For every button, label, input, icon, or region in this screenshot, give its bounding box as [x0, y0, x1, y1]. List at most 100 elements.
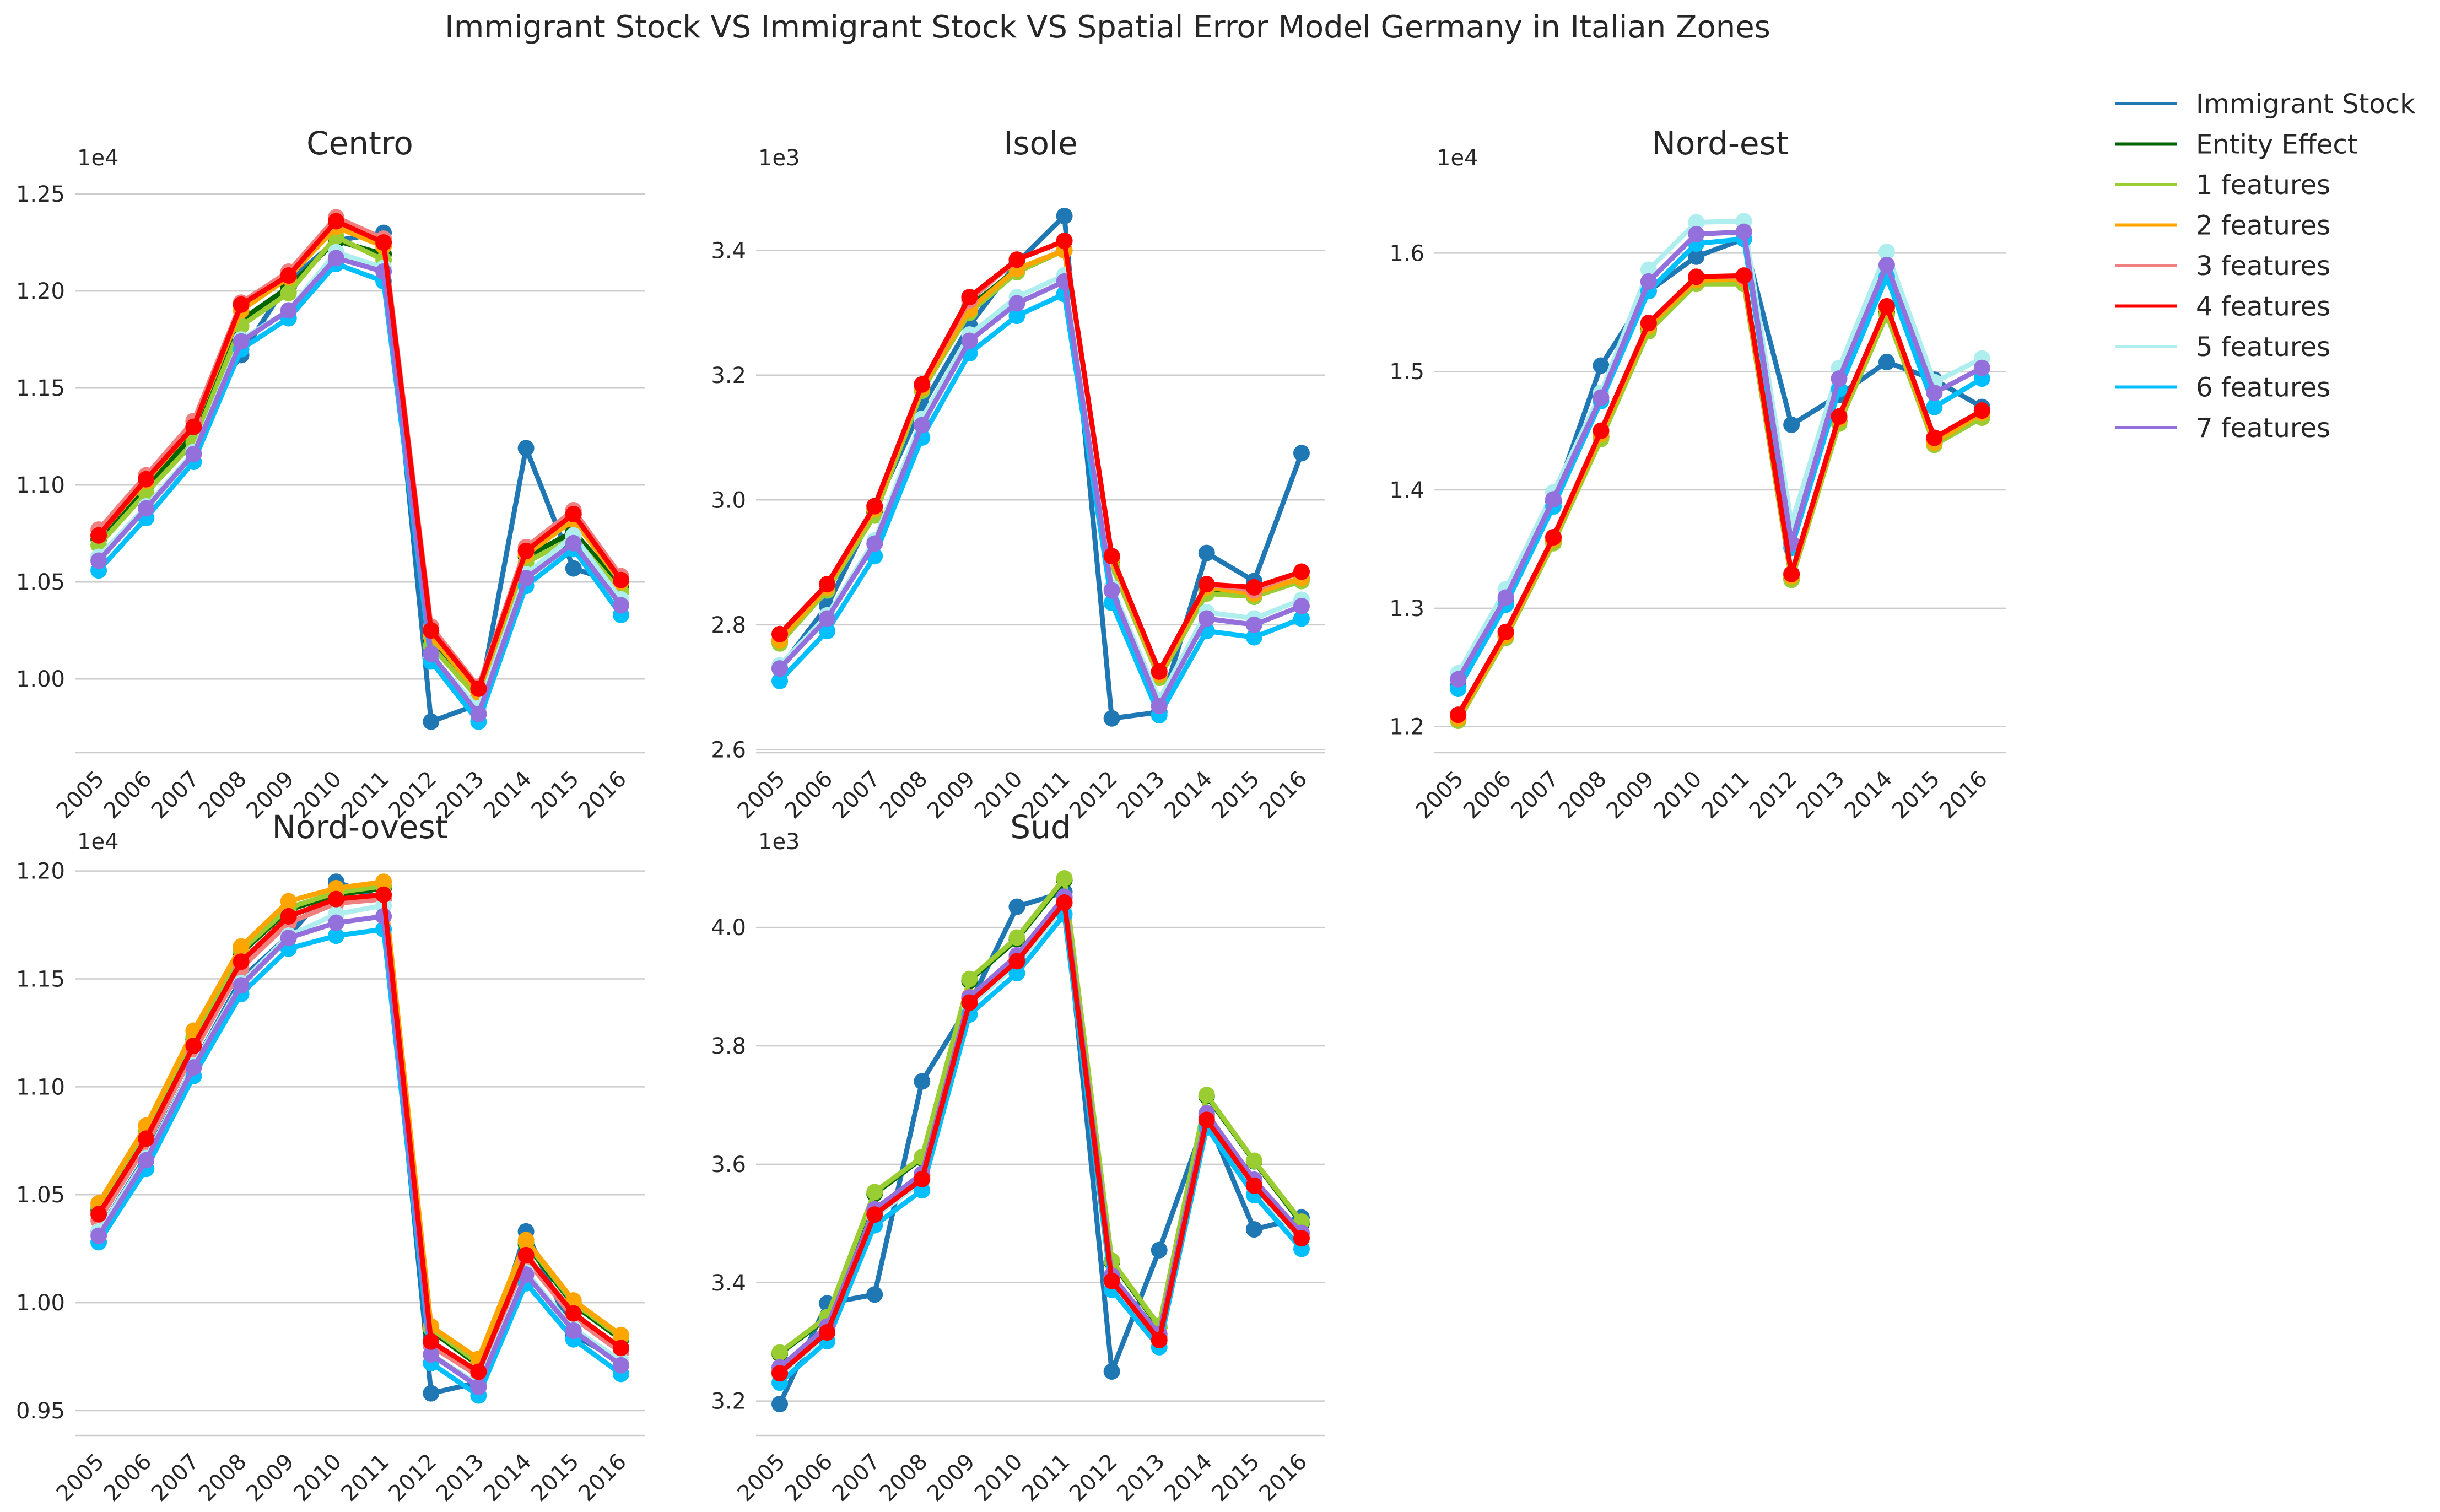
data-point: [1056, 233, 1073, 250]
data-point: [90, 1206, 107, 1223]
data-point: [233, 333, 250, 350]
series-6-features: [90, 255, 629, 730]
legend-label: 5 features: [2196, 332, 2330, 363]
data-point: [1688, 268, 1705, 285]
scale-label: 1e3: [758, 145, 800, 171]
x-tick-label: 2005: [733, 1449, 791, 1507]
data-point: [470, 705, 487, 722]
data-point: [1450, 706, 1467, 723]
data-point: [1293, 597, 1310, 614]
data-point: [1103, 1272, 1120, 1289]
data-point: [517, 570, 535, 587]
data-point: [1103, 710, 1120, 727]
data-point: [1293, 610, 1310, 627]
data-point: [1245, 629, 1262, 646]
x-tick-label: 2016: [1935, 766, 1993, 824]
data-point: [1735, 267, 1752, 284]
legend-label: 3 features: [2196, 251, 2330, 282]
data-point: [1878, 298, 1895, 315]
y-tick-label: 3.4: [711, 238, 746, 263]
y-tick-label: 1.20: [16, 279, 65, 304]
legend-item-immigrant-stock: Immigrant Stock: [2115, 89, 2415, 120]
x-tick-label: 2005: [52, 766, 110, 824]
subplot-isole: 2.62.83.03.23.42005200620072008200920102…: [711, 125, 1325, 824]
y-tick-label: 1.10: [16, 1074, 65, 1100]
data-point: [1926, 384, 1943, 401]
series-line: [1455, 277, 1985, 721]
y-tick-label: 1.05: [16, 1182, 65, 1208]
y-tick-label: 1.15: [16, 967, 65, 992]
series-line: [96, 926, 624, 1398]
x-tick-label: 2009: [1601, 766, 1659, 824]
series-line: [1455, 274, 1985, 717]
legend-label: 4 features: [2196, 291, 2330, 322]
data-point: [1151, 1241, 1168, 1259]
data-point: [1640, 273, 1657, 290]
scale-label: 1e4: [77, 145, 119, 171]
data-point: [423, 1385, 440, 1402]
series-line: [96, 230, 624, 725]
series-line: [96, 879, 624, 1362]
data-point: [1198, 610, 1215, 627]
series-6-features: [90, 921, 629, 1404]
x-tick-label: 2008: [1554, 766, 1612, 824]
x-tick-label: 2015: [1207, 1449, 1265, 1507]
data-point: [1688, 225, 1705, 242]
y-tick-label: 2.8: [711, 613, 746, 638]
data-point: [1056, 870, 1073, 887]
x-tick-label: 2015: [1887, 766, 1945, 824]
data-point: [470, 1378, 487, 1395]
y-tick-label: 3.2: [711, 1389, 746, 1414]
data-point: [185, 1059, 202, 1076]
x-tick-label: 2008: [875, 766, 933, 824]
data-point: [565, 534, 582, 552]
data-point: [1151, 1332, 1168, 1349]
x-tick-label: 2015: [526, 1449, 584, 1507]
data-point: [612, 571, 629, 588]
x-tick-label: 2011: [1697, 766, 1755, 824]
data-point: [423, 645, 440, 662]
data-point: [1103, 582, 1120, 599]
series-5-features: [771, 267, 1310, 708]
x-tick-label: 2012: [384, 1449, 442, 1507]
x-tick-label: 2014: [1159, 766, 1217, 824]
data-point: [819, 1324, 836, 1341]
data-point: [1103, 548, 1120, 565]
data-point: [517, 542, 535, 559]
data-point: [1103, 1363, 1120, 1380]
scale-label: 1e4: [77, 829, 119, 855]
data-point: [470, 1363, 487, 1380]
series-1-features: [90, 228, 629, 707]
data-point: [961, 994, 978, 1011]
data-point: [1245, 1177, 1262, 1194]
data-point: [280, 930, 297, 947]
data-point: [1593, 357, 1610, 374]
subplot-title: Nord-ovest: [272, 808, 448, 846]
data-point: [280, 267, 297, 284]
data-point: [1245, 1152, 1262, 1169]
data-point: [1688, 214, 1705, 231]
data-point: [1056, 207, 1073, 224]
series-7-features: [771, 273, 1310, 715]
series-line: [1455, 218, 1985, 676]
data-point: [280, 893, 297, 910]
data-point: [1198, 1111, 1215, 1128]
data-point: [375, 234, 392, 251]
series-line: [777, 291, 1304, 718]
data-point: [327, 890, 344, 908]
y-tick-label: 1.10: [16, 473, 65, 498]
data-point: [375, 873, 392, 890]
data-point: [1497, 589, 1514, 606]
data-point: [565, 1322, 582, 1340]
y-tick-label: 1.5: [1389, 359, 1424, 385]
y-tick-label: 1.4: [1389, 478, 1424, 503]
x-tick-label: 2014: [1840, 766, 1898, 824]
y-tick-label: 1.3: [1389, 596, 1424, 622]
data-point: [1008, 929, 1025, 946]
series-3-features: [771, 889, 1310, 1379]
data-point: [375, 886, 392, 903]
data-point: [771, 625, 789, 642]
data-point: [771, 1365, 789, 1382]
data-point: [1878, 354, 1895, 371]
y-tick-label: 3.4: [711, 1271, 746, 1296]
